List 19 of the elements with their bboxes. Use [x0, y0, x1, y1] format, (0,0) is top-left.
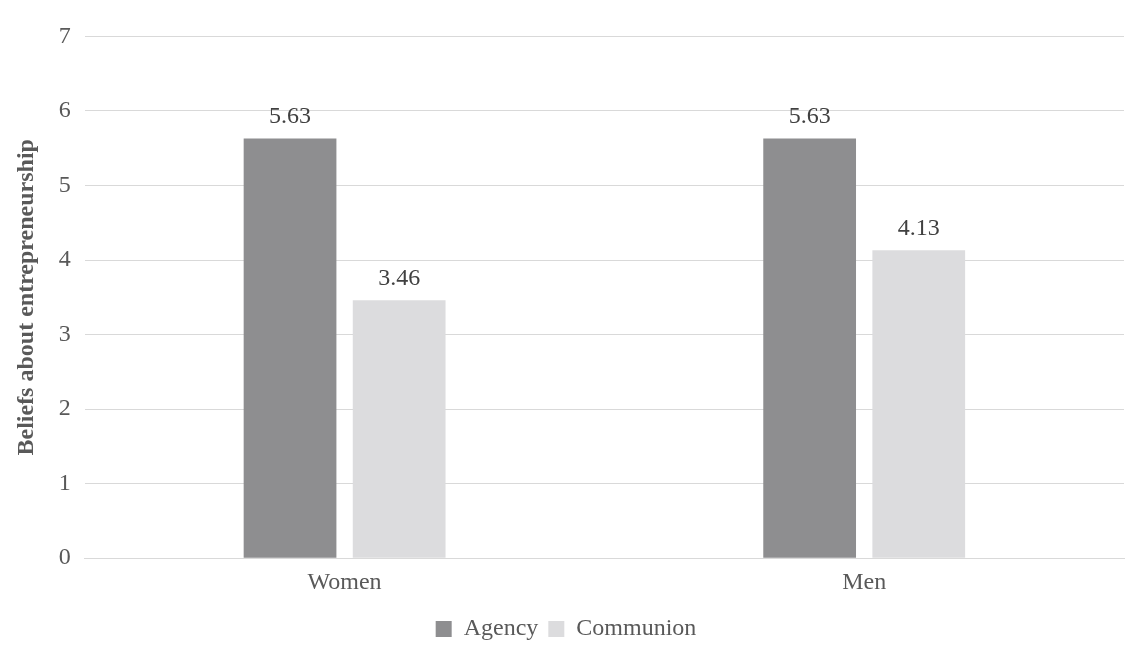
data-label: 5.63 [788, 101, 831, 128]
y-tick-label: 3 [58, 319, 71, 346]
y-tick-label: 6 [58, 96, 71, 123]
legend-label: Agency [463, 614, 539, 641]
y-tick-label: 2 [58, 394, 71, 421]
bar [763, 138, 857, 558]
y-tick-label: 1 [58, 468, 71, 495]
x-tick-label: Women [307, 567, 382, 594]
data-label: 3.46 [378, 263, 421, 290]
legend-label: Communion [576, 614, 697, 641]
y-tick-label: 5 [58, 170, 71, 197]
y-tick-label: 0 [58, 543, 71, 570]
data-label: 5.63 [269, 101, 312, 128]
bar [243, 138, 337, 558]
y-axis-title: Beliefs about entrepreneurship [11, 139, 38, 456]
x-tick-label: Men [842, 567, 887, 594]
y-tick-label: 7 [58, 21, 71, 48]
y-tick-label: 4 [58, 245, 71, 272]
data-label: 4.13 [897, 213, 940, 240]
